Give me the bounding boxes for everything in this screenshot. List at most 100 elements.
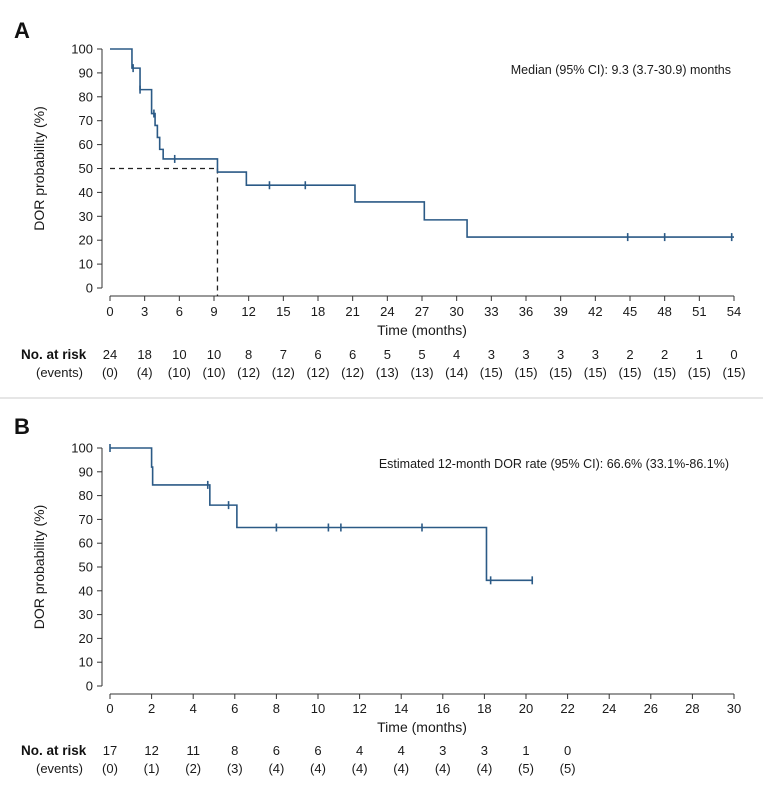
event-count: (15) (480, 365, 503, 380)
y-tick-label: 60 (79, 536, 93, 551)
risk-count: 6 (273, 743, 280, 758)
x-tick-label: 4 (190, 701, 197, 716)
event-count: (4) (393, 761, 409, 776)
x-tick-label: 42 (588, 304, 602, 319)
risk-count: 18 (137, 347, 151, 362)
x-axis-title: Time (months) (377, 322, 467, 338)
y-tick-label: 10 (79, 257, 93, 272)
x-tick-label: 10 (311, 701, 325, 716)
y-tick-label: 0 (86, 281, 93, 296)
risk-count: 0 (564, 743, 571, 758)
y-tick-label: 20 (79, 631, 93, 646)
x-tick-label: 9 (210, 304, 217, 319)
x-tick-label: 14 (394, 701, 408, 716)
risk-count: 4 (453, 347, 460, 362)
risk-count: 24 (103, 347, 117, 362)
event-count: (15) (688, 365, 711, 380)
x-tick-label: 33 (484, 304, 498, 319)
y-tick-label: 40 (79, 185, 93, 200)
event-count: (12) (272, 365, 295, 380)
event-count: (1) (144, 761, 160, 776)
y-tick-label: 50 (79, 560, 93, 575)
risk-count: 17 (103, 743, 117, 758)
y-tick-label: 50 (79, 161, 93, 176)
x-tick-label: 24 (380, 304, 394, 319)
x-tick-label: 26 (644, 701, 658, 716)
y-tick-label: 70 (79, 512, 93, 527)
event-count: (12) (306, 365, 329, 380)
survival-curve (110, 447, 533, 582)
x-tick-label: 54 (727, 304, 741, 319)
risk-count: 3 (592, 347, 599, 362)
risk-count: 7 (280, 347, 287, 362)
x-axis-title: Time (months) (377, 719, 467, 735)
risk-count: 10 (172, 347, 186, 362)
y-axis-title: DOR probability (%) (31, 505, 47, 629)
event-count: (4) (137, 365, 153, 380)
y-tick-label: 30 (79, 607, 93, 622)
event-count: (12) (341, 365, 364, 380)
x-tick-label: 30 (727, 701, 741, 716)
risk-count: 6 (349, 347, 356, 362)
risk-table-label: No. at risk (21, 347, 87, 362)
event-count: (15) (549, 365, 572, 380)
y-tick-label: 20 (79, 233, 93, 248)
x-tick-label: 20 (519, 701, 533, 716)
y-tick-label: 70 (79, 113, 93, 128)
x-tick-label: 0 (106, 701, 113, 716)
x-tick-label: 22 (560, 701, 574, 716)
risk-count: 3 (557, 347, 564, 362)
x-tick-label: 6 (176, 304, 183, 319)
risk-count: 3 (488, 347, 495, 362)
risk-count: 6 (314, 347, 321, 362)
event-count: (10) (168, 365, 191, 380)
event-count: (13) (410, 365, 433, 380)
event-count: (14) (445, 365, 468, 380)
risk-count: 4 (398, 743, 405, 758)
x-tick-label: 45 (623, 304, 637, 319)
event-count: (5) (560, 761, 576, 776)
risk-count: 1 (522, 743, 529, 758)
y-tick-label: 80 (79, 89, 93, 104)
x-tick-label: 48 (657, 304, 671, 319)
risk-count: 5 (418, 347, 425, 362)
event-count: (0) (102, 365, 118, 380)
x-tick-label: 0 (106, 304, 113, 319)
risk-count: 3 (481, 743, 488, 758)
panel-label: B (14, 414, 30, 439)
event-count: (10) (202, 365, 225, 380)
y-tick-label: 30 (79, 209, 93, 224)
x-tick-label: 18 (311, 304, 325, 319)
event-count: (15) (584, 365, 607, 380)
event-count: (13) (376, 365, 399, 380)
event-count: (4) (268, 761, 284, 776)
x-tick-label: 2 (148, 701, 155, 716)
y-tick-label: 90 (79, 65, 93, 80)
events-label: (events) (36, 365, 83, 380)
event-count: (0) (102, 761, 118, 776)
event-count: (15) (514, 365, 537, 380)
x-tick-label: 27 (415, 304, 429, 319)
event-count: (4) (435, 761, 451, 776)
risk-count: 2 (626, 347, 633, 362)
x-tick-label: 36 (519, 304, 533, 319)
x-tick-label: 6 (231, 701, 238, 716)
risk-count: 10 (207, 347, 221, 362)
chart-annotation: Estimated 12-month DOR rate (95% CI): 66… (379, 457, 729, 471)
x-tick-label: 12 (241, 304, 255, 319)
x-tick-label: 51 (692, 304, 706, 319)
x-tick-label: 24 (602, 701, 616, 716)
y-tick-label: 100 (71, 441, 93, 456)
y-tick-label: 100 (71, 42, 93, 57)
panel-label: A (14, 18, 30, 43)
event-count: (2) (185, 761, 201, 776)
event-count: (3) (227, 761, 243, 776)
risk-count: 1 (696, 347, 703, 362)
y-tick-label: 40 (79, 583, 93, 598)
event-count: (4) (476, 761, 492, 776)
x-tick-label: 12 (352, 701, 366, 716)
x-tick-label: 39 (553, 304, 567, 319)
